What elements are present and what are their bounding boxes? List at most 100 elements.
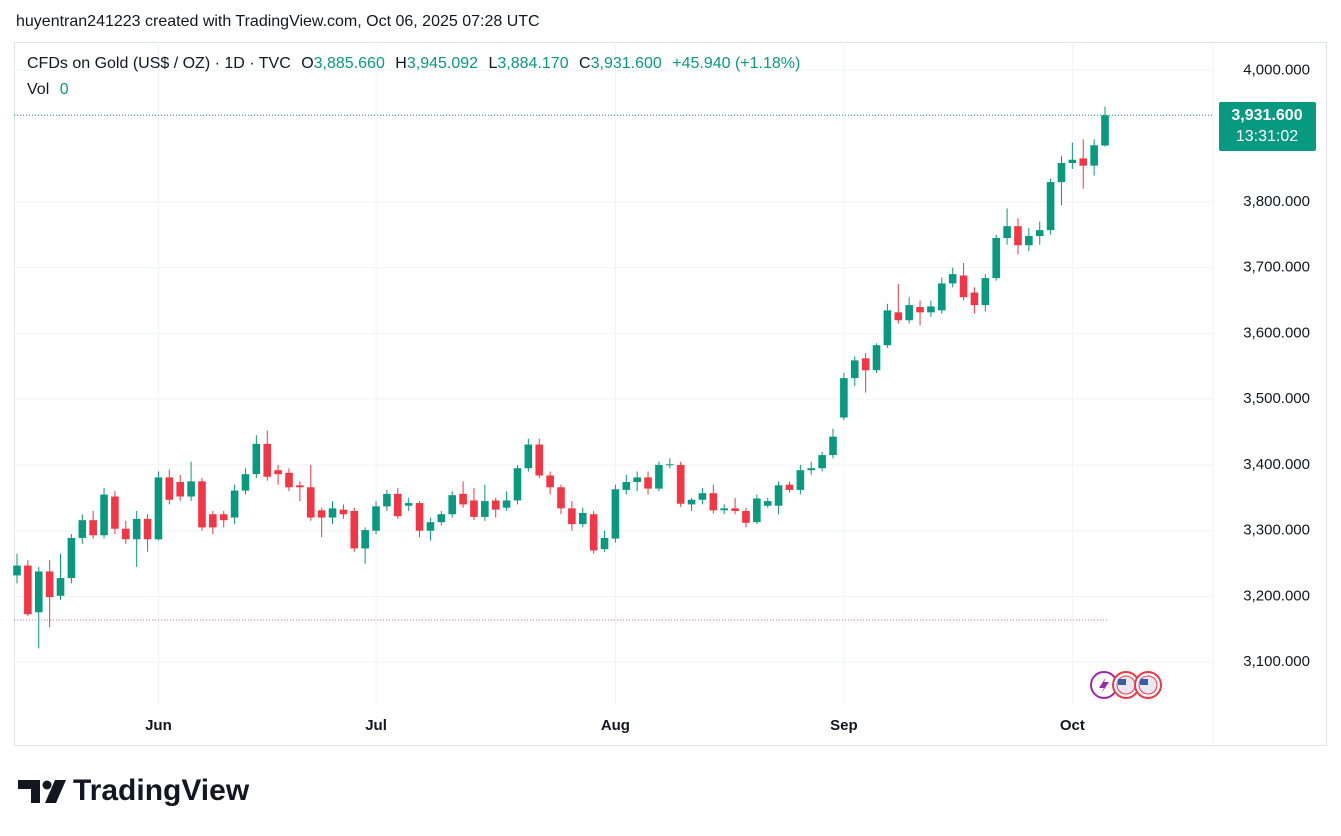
candle-body bbox=[1025, 236, 1033, 246]
candle-body bbox=[1003, 226, 1011, 239]
candle-body bbox=[655, 464, 663, 489]
candle-body bbox=[100, 494, 108, 536]
logo-mark bbox=[18, 780, 40, 803]
candle-body bbox=[796, 470, 805, 490]
open-label: O bbox=[301, 55, 313, 72]
logo-mark bbox=[42, 780, 52, 790]
candle-body bbox=[437, 514, 446, 523]
candle-body bbox=[285, 472, 293, 488]
price-tag: 3,931.600 13:31:02 bbox=[1219, 102, 1316, 151]
candle-body bbox=[622, 482, 631, 490]
candle-body bbox=[959, 275, 968, 298]
event-icons bbox=[1090, 671, 1162, 699]
candle-body bbox=[600, 537, 609, 550]
candle-body bbox=[970, 292, 979, 306]
candle-body bbox=[459, 493, 467, 505]
candle-body bbox=[132, 518, 141, 540]
candle-body bbox=[448, 495, 456, 515]
candle-body bbox=[894, 312, 903, 321]
logo-mark bbox=[45, 780, 66, 803]
candle-body bbox=[241, 474, 250, 491]
candle-body bbox=[992, 238, 1000, 279]
candle-body bbox=[742, 510, 750, 523]
candle-body bbox=[34, 571, 43, 613]
candle-body bbox=[1101, 115, 1109, 146]
candle-body bbox=[916, 307, 924, 313]
candle-body bbox=[361, 530, 369, 549]
candle-body bbox=[317, 510, 326, 518]
candle-body bbox=[666, 464, 674, 466]
candle-body bbox=[687, 499, 696, 505]
flag-canton bbox=[1118, 679, 1126, 685]
candle-body bbox=[676, 464, 685, 504]
candle-body bbox=[720, 508, 728, 511]
y-tick-label: 4,000.000 bbox=[1243, 61, 1310, 78]
y-tick-label: 3,600.000 bbox=[1243, 324, 1310, 341]
x-tick-label: Oct bbox=[1060, 717, 1085, 734]
candle-body bbox=[981, 278, 990, 306]
candle-body bbox=[13, 565, 21, 576]
candle-body bbox=[850, 360, 859, 379]
candle-body bbox=[165, 477, 174, 500]
legend: CFDs on Gold (US$ / OZ) · 1D · TVC O3,88… bbox=[27, 55, 800, 98]
candle-body bbox=[644, 477, 652, 489]
candle-body bbox=[219, 514, 228, 521]
candle-body bbox=[524, 444, 533, 469]
candle-body bbox=[1090, 145, 1098, 166]
candle-body bbox=[230, 490, 239, 518]
candle-body bbox=[111, 496, 119, 529]
y-tick-label: 3,200.000 bbox=[1243, 587, 1310, 604]
price-tag-box bbox=[1219, 102, 1316, 151]
candle-body bbox=[753, 498, 761, 523]
candle-body bbox=[1046, 182, 1055, 231]
candle-body bbox=[415, 503, 424, 531]
candle-body bbox=[328, 508, 337, 518]
candle-body bbox=[176, 482, 184, 497]
close-label: C bbox=[579, 55, 591, 72]
candle-body bbox=[394, 493, 402, 517]
candle-body bbox=[404, 503, 413, 506]
candle-body bbox=[263, 443, 272, 477]
candle-body bbox=[709, 493, 718, 511]
candle-body bbox=[774, 485, 783, 506]
candle-body bbox=[209, 514, 217, 528]
price-tag-price: 3,931.600 bbox=[1231, 107, 1302, 124]
event-icon-bolt bbox=[1099, 677, 1109, 694]
candle-body bbox=[470, 500, 478, 517]
candle-body bbox=[24, 565, 32, 615]
change-value: +45.940 (+1.18%) bbox=[672, 55, 800, 72]
candle-body bbox=[1057, 163, 1066, 183]
candle-body bbox=[481, 501, 489, 517]
candle-body bbox=[187, 481, 195, 497]
y-tick-label: 3,400.000 bbox=[1243, 456, 1310, 473]
candle-body bbox=[872, 345, 881, 371]
candle-body bbox=[513, 468, 522, 501]
candle-body bbox=[840, 378, 848, 418]
candle-body bbox=[78, 520, 87, 538]
candle-body bbox=[535, 444, 544, 476]
candle-body bbox=[1079, 158, 1088, 166]
volume-line: Vol 0 bbox=[27, 81, 69, 98]
candle-body bbox=[785, 484, 794, 490]
y-tick-label: 3,300.000 bbox=[1243, 522, 1310, 539]
candle-body bbox=[383, 493, 391, 507]
candle-body bbox=[426, 522, 435, 531]
candle-body bbox=[698, 493, 707, 500]
candle-body bbox=[557, 487, 565, 509]
open-value: 3,885.660 bbox=[314, 55, 385, 72]
candle-body bbox=[633, 477, 641, 483]
candle-body bbox=[818, 455, 826, 469]
candle-body bbox=[1068, 159, 1077, 164]
candle-body bbox=[67, 537, 76, 579]
candle-body bbox=[611, 489, 620, 539]
y-tick-label: 3,500.000 bbox=[1243, 390, 1310, 407]
price-tag-countdown: 13:31:02 bbox=[1236, 128, 1298, 145]
footer-logo: TradingView bbox=[18, 774, 250, 807]
high-label: H bbox=[395, 55, 407, 72]
candle-body bbox=[1014, 226, 1022, 246]
candle-body bbox=[296, 485, 304, 488]
volume-label: Vol bbox=[27, 81, 49, 98]
high-value: 3,945.092 bbox=[407, 55, 478, 72]
